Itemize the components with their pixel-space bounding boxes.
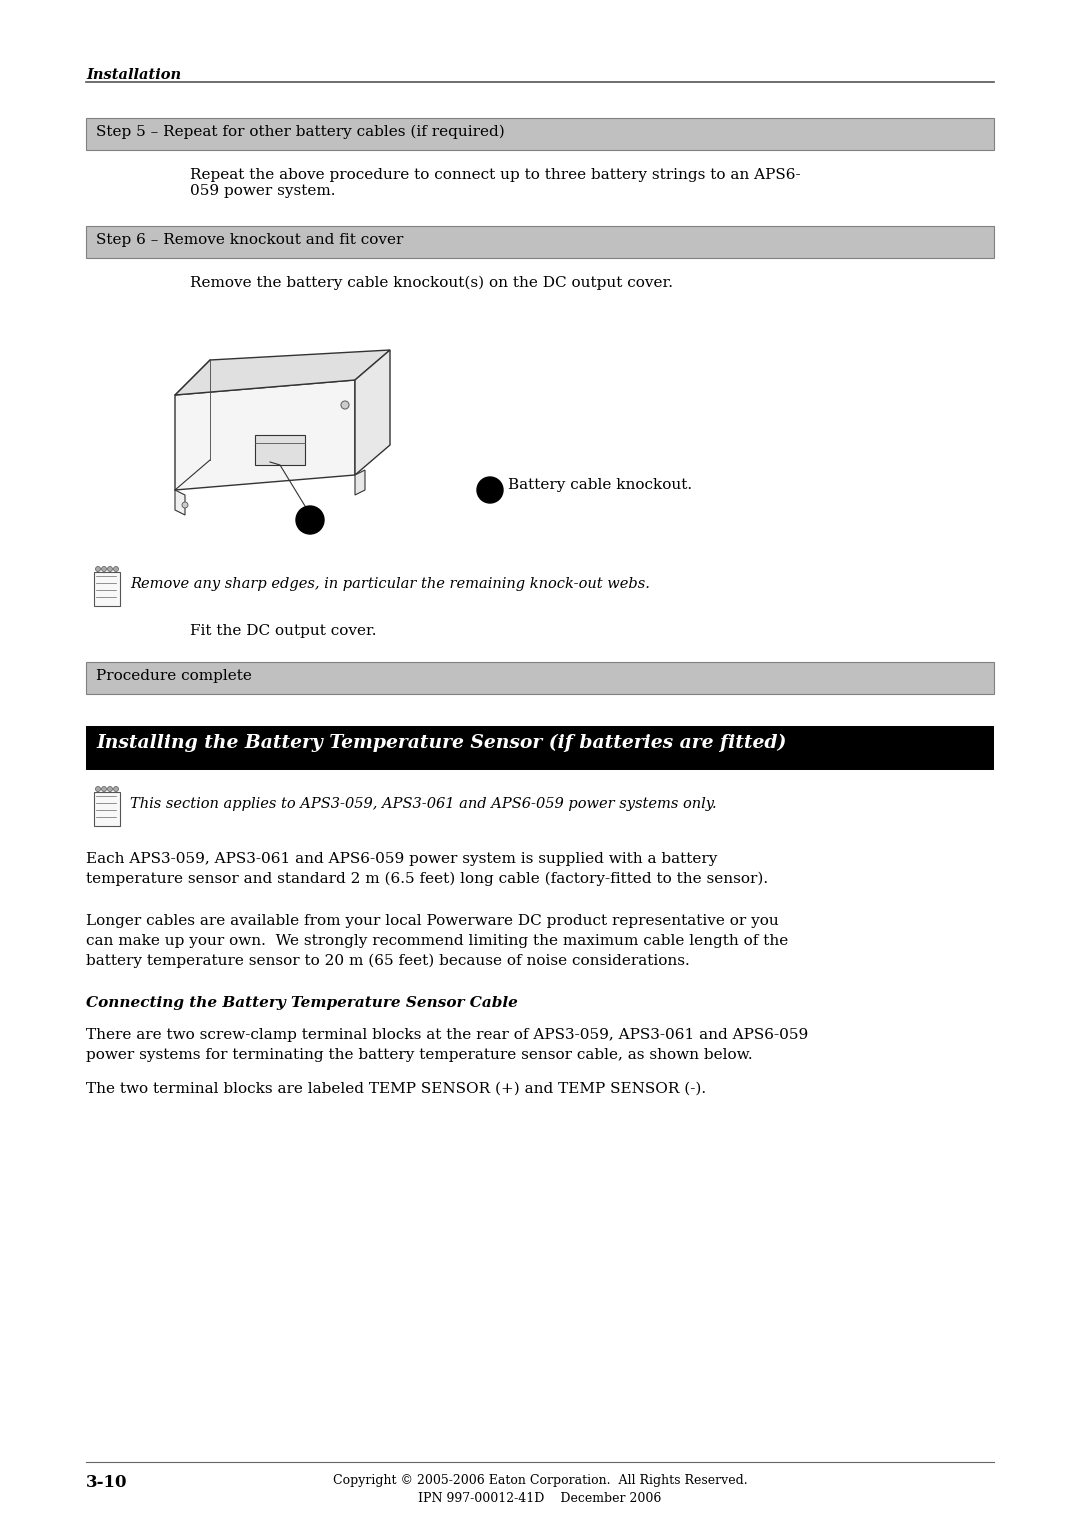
Circle shape bbox=[108, 787, 112, 792]
Text: Battery cable knockout.: Battery cable knockout. bbox=[508, 478, 692, 492]
Circle shape bbox=[341, 400, 349, 410]
Text: 1: 1 bbox=[486, 484, 494, 495]
Circle shape bbox=[95, 567, 100, 571]
Polygon shape bbox=[355, 471, 365, 495]
FancyBboxPatch shape bbox=[255, 435, 305, 465]
Circle shape bbox=[477, 477, 503, 503]
Text: This section applies to APS3-059, APS3-061 and APS6-059 power systems only.: This section applies to APS3-059, APS3-0… bbox=[130, 798, 717, 811]
Text: Remove any sharp edges, in particular the remaining knock-out webs.: Remove any sharp edges, in particular th… bbox=[130, 578, 650, 591]
Circle shape bbox=[296, 506, 324, 533]
Text: IPN 997-00012-41D    December 2006: IPN 997-00012-41D December 2006 bbox=[418, 1491, 662, 1505]
Text: 3-10: 3-10 bbox=[86, 1475, 127, 1491]
Text: Longer cables are available from your local Powerware DC product representative : Longer cables are available from your lo… bbox=[86, 914, 779, 927]
Text: Each APS3-059, APS3-061 and APS6-059 power system is supplied with a battery: Each APS3-059, APS3-061 and APS6-059 pow… bbox=[86, 853, 717, 866]
FancyBboxPatch shape bbox=[86, 662, 994, 694]
Text: Copyright © 2005-2006 Eaton Corporation.  All Rights Reserved.: Copyright © 2005-2006 Eaton Corporation.… bbox=[333, 1475, 747, 1487]
Circle shape bbox=[113, 787, 119, 792]
Circle shape bbox=[102, 567, 107, 571]
Text: Step 6 – Remove knockout and fit cover: Step 6 – Remove knockout and fit cover bbox=[96, 232, 403, 248]
Circle shape bbox=[95, 787, 100, 792]
Text: The two terminal blocks are labeled TEMP SENSOR (+) and TEMP SENSOR (-).: The two terminal blocks are labeled TEMP… bbox=[86, 1082, 706, 1096]
Polygon shape bbox=[175, 350, 390, 396]
Text: power systems for terminating the battery temperature sensor cable, as shown bel: power systems for terminating the batter… bbox=[86, 1048, 753, 1062]
Text: Step 5 – Repeat for other battery cables (if required): Step 5 – Repeat for other battery cables… bbox=[96, 125, 504, 139]
Text: Installing the Battery Temperature Sensor (if batteries are fitted): Installing the Battery Temperature Senso… bbox=[96, 733, 786, 752]
FancyBboxPatch shape bbox=[86, 118, 994, 150]
Text: Fit the DC output cover.: Fit the DC output cover. bbox=[190, 623, 377, 639]
Text: 1: 1 bbox=[306, 513, 314, 527]
Polygon shape bbox=[175, 380, 355, 490]
Text: Installation: Installation bbox=[86, 69, 181, 83]
FancyBboxPatch shape bbox=[86, 726, 994, 770]
FancyBboxPatch shape bbox=[94, 792, 120, 827]
Text: Repeat the above procedure to connect up to three battery strings to an APS6-
05: Repeat the above procedure to connect up… bbox=[190, 168, 800, 199]
Text: Procedure complete: Procedure complete bbox=[96, 669, 252, 683]
Text: Connecting the Battery Temperature Sensor Cable: Connecting the Battery Temperature Senso… bbox=[86, 996, 518, 1010]
Text: temperature sensor and standard 2 m (6.5 feet) long cable (factory-fitted to the: temperature sensor and standard 2 m (6.5… bbox=[86, 872, 768, 886]
Text: can make up your own.  We strongly recommend limiting the maximum cable length o: can make up your own. We strongly recomm… bbox=[86, 934, 788, 947]
FancyBboxPatch shape bbox=[94, 571, 120, 607]
Text: Remove the battery cable knockout(s) on the DC output cover.: Remove the battery cable knockout(s) on … bbox=[190, 277, 673, 290]
Polygon shape bbox=[175, 490, 185, 515]
Polygon shape bbox=[355, 350, 390, 475]
Text: There are two screw-clamp terminal blocks at the rear of APS3-059, APS3-061 and : There are two screw-clamp terminal block… bbox=[86, 1028, 808, 1042]
Circle shape bbox=[113, 567, 119, 571]
Circle shape bbox=[108, 567, 112, 571]
Circle shape bbox=[183, 503, 188, 507]
Circle shape bbox=[102, 787, 107, 792]
FancyBboxPatch shape bbox=[86, 226, 994, 258]
Text: battery temperature sensor to 20 m (65 feet) because of noise considerations.: battery temperature sensor to 20 m (65 f… bbox=[86, 953, 690, 969]
